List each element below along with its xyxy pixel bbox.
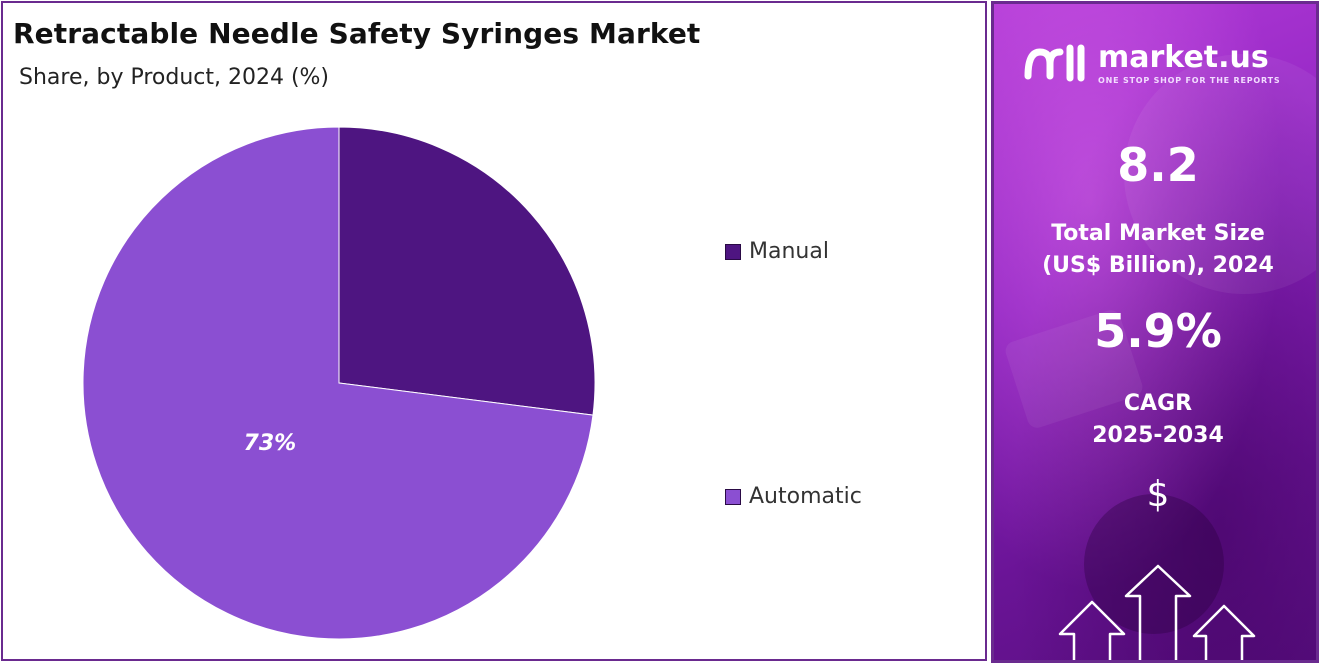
- market-size-value: 8.2: [1117, 138, 1199, 192]
- background-decoration: [1005, 54, 1316, 634]
- pie-slice-automatic: [82, 126, 594, 640]
- legend-swatch-manual: [725, 243, 741, 260]
- cagr-label-line1: CAGR: [1123, 391, 1193, 416]
- chart-title: Retractable Needle Safety Syringes Marke…: [13, 17, 701, 50]
- upward-arrows-icon: [1058, 564, 1256, 660]
- dollar-icon: $: [1146, 474, 1170, 515]
- logo: market.us ONE STOP SHOP FOR THE REPORTS: [1024, 42, 1280, 86]
- market-size-label-line1: Total Market Size: [1051, 221, 1265, 246]
- legend-label-automatic: Automatic: [749, 484, 862, 509]
- logo-tagline: ONE STOP SHOP FOR THE REPORTS: [1098, 76, 1281, 85]
- logo-name: market.us: [1098, 40, 1269, 75]
- legend-item-automatic: Automatic: [725, 484, 862, 509]
- market-size-label-line2: (US$ Billion), 2024: [1042, 253, 1274, 278]
- summary-panel: market.us ONE STOP SHOP FOR THE REPORTS …: [991, 1, 1319, 663]
- cagr-label-line2: 2025-2034: [1092, 423, 1224, 448]
- legend-swatch-automatic: [725, 488, 741, 505]
- pie-slice-manual: [338, 126, 596, 416]
- legend-item-manual: Manual: [725, 239, 829, 264]
- legend-label-manual: Manual: [749, 239, 829, 264]
- chart-subtitle: Share, by Product, 2024 (%): [19, 65, 330, 90]
- pie-chart: 73%: [82, 126, 596, 640]
- pie-data-label-automatic: 73%: [244, 431, 297, 456]
- cagr-value: 5.9%: [1094, 304, 1222, 358]
- market-us-logo-icon: [1024, 44, 1085, 82]
- chart-panel: Retractable Needle Safety Syringes Marke…: [1, 1, 987, 661]
